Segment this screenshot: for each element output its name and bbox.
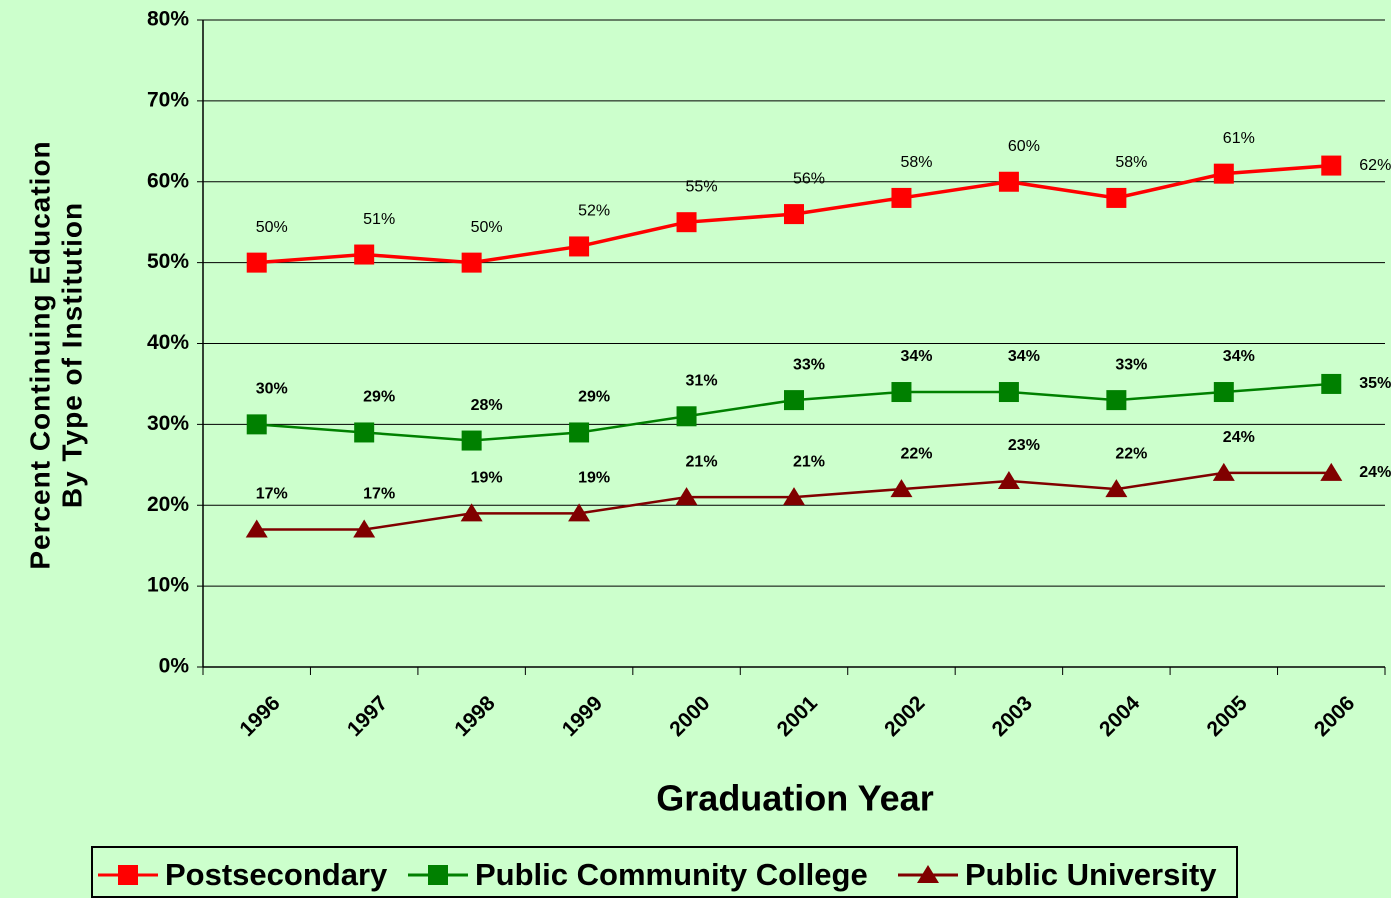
- data-label: 29%: [578, 389, 610, 406]
- marker: [998, 171, 1019, 192]
- data-label: 30%: [256, 381, 288, 398]
- legend-marker: [917, 865, 939, 883]
- legend-marker: [118, 865, 138, 885]
- data-label: 17%: [256, 486, 288, 503]
- marker: [891, 187, 912, 208]
- marker: [784, 204, 804, 225]
- marker: [246, 252, 267, 273]
- data-label: 58%: [1115, 154, 1147, 171]
- marker: [245, 519, 268, 538]
- y-axis-title: By Type of Institution: [56, 202, 87, 508]
- y-tick-label: 60%: [147, 169, 189, 192]
- data-label: 29%: [363, 389, 395, 406]
- data-label: 23%: [1008, 437, 1040, 454]
- y-tick-label: 30%: [147, 412, 189, 435]
- y-tick-label: 0%: [159, 655, 190, 678]
- legend-label: Public University: [965, 857, 1217, 892]
- data-label: 24%: [1359, 464, 1391, 481]
- data-label: 22%: [1115, 445, 1147, 462]
- marker: [1213, 382, 1234, 403]
- data-label: 31%: [686, 373, 718, 390]
- data-label: 21%: [686, 453, 718, 470]
- data-label: 62%: [1359, 157, 1391, 174]
- marker: [1321, 373, 1342, 394]
- data-label: 55%: [686, 178, 718, 195]
- y-tick-label: 20%: [147, 493, 189, 516]
- marker: [891, 382, 912, 403]
- data-label: 58%: [900, 154, 932, 171]
- data-label: 22%: [900, 445, 932, 462]
- y-tick-label: 50%: [147, 250, 189, 273]
- marker: [1320, 462, 1343, 481]
- marker: [353, 519, 376, 538]
- legend: [91, 846, 1238, 898]
- data-label: 60%: [1008, 138, 1040, 155]
- data-label: 34%: [1008, 348, 1040, 365]
- data-label: 61%: [1223, 130, 1255, 147]
- marker: [676, 406, 697, 427]
- data-label: 24%: [1223, 429, 1255, 446]
- marker: [354, 244, 375, 265]
- marker: [1213, 163, 1234, 184]
- data-label: 21%: [793, 453, 825, 470]
- marker: [1106, 187, 1127, 208]
- x-axis-title: Graduation Year: [656, 778, 933, 819]
- data-label: 28%: [471, 397, 503, 414]
- y-tick-label: 40%: [147, 331, 189, 354]
- y-tick-label: 10%: [147, 574, 189, 597]
- data-label: 33%: [1115, 356, 1147, 373]
- marker: [998, 382, 1019, 403]
- data-label: 35%: [1359, 375, 1391, 392]
- marker: [1106, 390, 1127, 411]
- marker: [997, 470, 1020, 489]
- data-label: 19%: [578, 470, 610, 487]
- marker: [784, 390, 804, 411]
- marker: [890, 479, 913, 498]
- y-tick-label: 70%: [147, 88, 189, 111]
- marker: [783, 487, 805, 506]
- y-tick-label: 80%: [147, 8, 189, 31]
- marker: [1321, 155, 1342, 176]
- marker: [246, 414, 267, 435]
- marker: [569, 236, 590, 257]
- data-label: 17%: [363, 486, 395, 503]
- data-label: 50%: [471, 219, 503, 236]
- legend-marker: [428, 865, 448, 885]
- data-label: 52%: [578, 203, 610, 220]
- marker: [461, 430, 482, 451]
- data-label: 50%: [256, 219, 288, 236]
- data-label: 19%: [471, 470, 503, 487]
- y-axis-title: Percent Continuing Education: [24, 140, 55, 569]
- marker: [461, 252, 482, 273]
- marker: [676, 212, 697, 233]
- data-label: 33%: [793, 356, 825, 373]
- marker: [1105, 479, 1128, 498]
- marker: [568, 503, 591, 522]
- marker: [675, 487, 698, 506]
- marker: [460, 503, 483, 522]
- marker: [569, 422, 590, 443]
- legend-label: Postsecondary: [165, 857, 388, 892]
- data-label: 34%: [900, 348, 932, 365]
- data-label: 56%: [793, 170, 825, 187]
- data-label: 51%: [363, 211, 395, 228]
- legend-label: Public Community College: [475, 857, 868, 892]
- marker: [1212, 462, 1235, 481]
- data-label: 34%: [1223, 348, 1255, 365]
- marker: [354, 422, 375, 443]
